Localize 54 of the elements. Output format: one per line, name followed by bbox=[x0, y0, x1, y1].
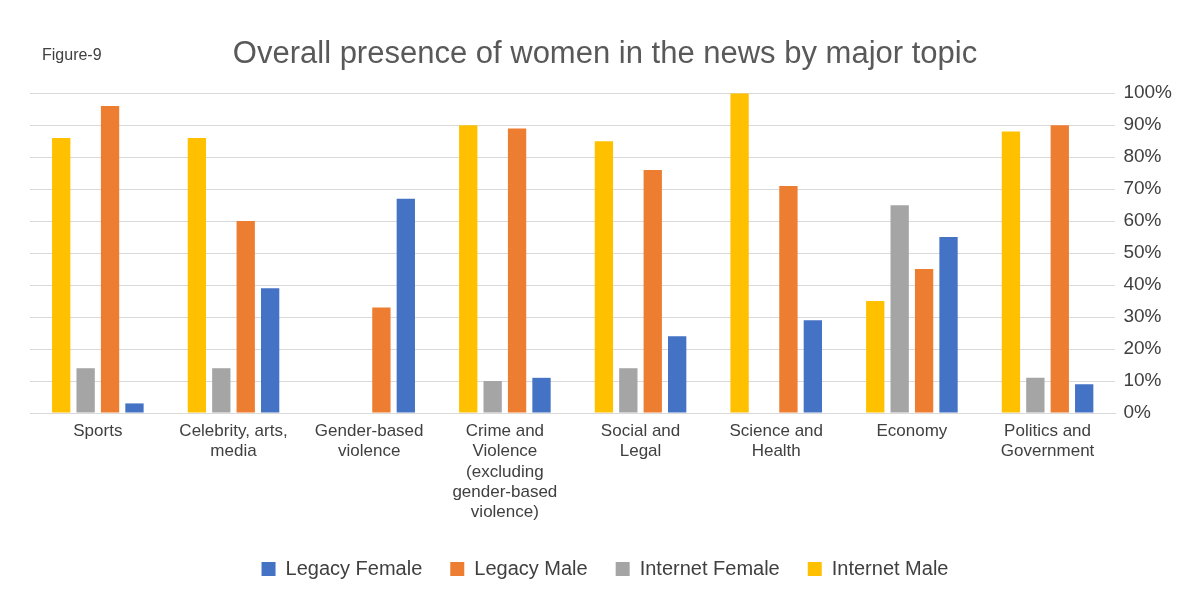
bar bbox=[914, 269, 934, 413]
bar bbox=[187, 137, 207, 413]
y-tick-label: 20% bbox=[1123, 337, 1162, 359]
bar bbox=[125, 403, 144, 413]
bar bbox=[803, 320, 823, 413]
x-tick-label: Social and Legal bbox=[600, 420, 681, 461]
x-tick-label: Crime and Violence (excluding gender-based violence) bbox=[452, 420, 558, 522]
y-tick-label: 30% bbox=[1123, 305, 1162, 327]
bar bbox=[52, 137, 71, 413]
bar bbox=[890, 205, 909, 413]
bar bbox=[1001, 131, 1021, 413]
bar bbox=[866, 301, 885, 413]
bar bbox=[483, 381, 502, 413]
bar bbox=[594, 141, 614, 413]
y-tick-label: 10% bbox=[1123, 369, 1162, 391]
x-tick-label: Celebrity, arts, media bbox=[179, 420, 288, 461]
x-tick-label: Economy bbox=[876, 420, 948, 440]
chart-title: Overall presence of women in the news by major topic bbox=[232, 35, 978, 71]
text: Figure-9 bbox=[42, 46, 102, 64]
y-tick-label: 70% bbox=[1123, 177, 1162, 199]
bar bbox=[532, 377, 551, 413]
bar bbox=[459, 125, 478, 413]
legend-label: Legacy Male bbox=[474, 556, 588, 579]
y-tick-label: 60% bbox=[1123, 209, 1162, 231]
bar bbox=[260, 288, 280, 413]
x-tick-label: Sports bbox=[73, 420, 123, 440]
bar bbox=[779, 185, 798, 413]
legend-label: Internet Female bbox=[639, 556, 780, 579]
y-tick-label: 40% bbox=[1123, 273, 1162, 295]
bar bbox=[730, 93, 749, 413]
legend-label: Legacy Female bbox=[285, 556, 423, 579]
bar bbox=[396, 198, 415, 413]
bar bbox=[507, 128, 527, 413]
bar bbox=[1026, 377, 1045, 413]
bar bbox=[236, 221, 255, 413]
bar bbox=[643, 169, 662, 413]
x-tick-label: Gender-based violence bbox=[314, 420, 424, 461]
y-tick-label: 0% bbox=[1123, 401, 1151, 423]
x-tick-label: Science and Health bbox=[729, 420, 824, 461]
y-tick-label: 80% bbox=[1123, 145, 1162, 167]
y-tick-label: 50% bbox=[1123, 241, 1162, 263]
bar bbox=[1050, 125, 1069, 413]
bar bbox=[212, 368, 231, 413]
x-tick-label: Politics and Government bbox=[1000, 420, 1095, 461]
bar bbox=[372, 307, 391, 413]
y-tick-label: 100% bbox=[1123, 81, 1173, 103]
bar bbox=[668, 336, 687, 413]
legend-label: Internet Male bbox=[831, 556, 949, 579]
bar bbox=[939, 237, 958, 413]
bar bbox=[76, 368, 95, 413]
bar bbox=[100, 105, 120, 413]
bar bbox=[1075, 384, 1094, 413]
y-tick-label: 90% bbox=[1123, 113, 1162, 135]
bar bbox=[619, 368, 638, 413]
